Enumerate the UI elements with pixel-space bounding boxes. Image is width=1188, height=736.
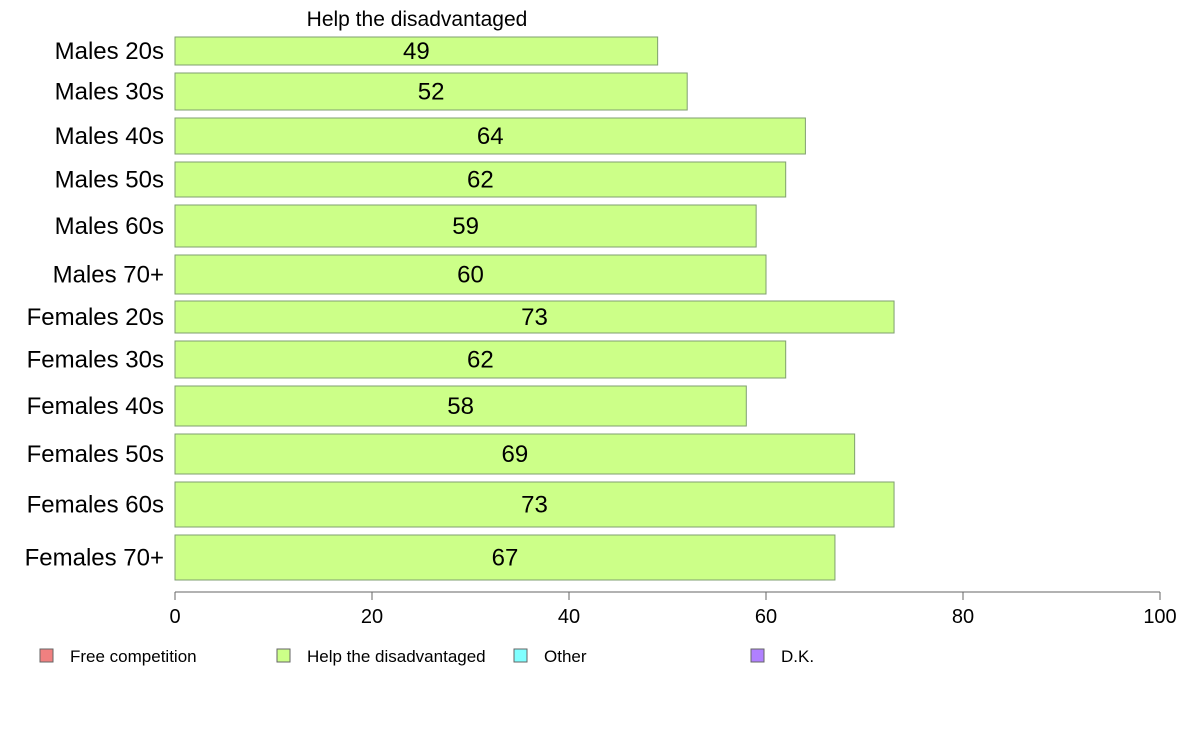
bar-females-40s bbox=[174, 385, 747, 427]
bar-females-20s bbox=[174, 300, 895, 334]
x-tick-label: 100 bbox=[1143, 606, 1176, 628]
x-tick-label: 80 bbox=[952, 606, 974, 628]
category-label: Males 40s bbox=[55, 123, 164, 150]
legend-swatch bbox=[276, 648, 291, 663]
category-label: Females 20s bbox=[27, 304, 164, 331]
category-label: Females 30s bbox=[27, 347, 164, 374]
bar-males-70- bbox=[174, 254, 767, 295]
category-label: Males 50s bbox=[55, 167, 164, 194]
bar-males-40s bbox=[174, 117, 806, 155]
value-label: 73 bbox=[521, 492, 548, 519]
legend: Free competition Help the disadvantaged Ot… bbox=[39, 647, 814, 666]
value-label: 64 bbox=[477, 123, 504, 150]
bar-females-30s bbox=[174, 340, 787, 379]
category-label: Females 40s bbox=[27, 393, 164, 420]
category-label: Females 60s bbox=[27, 492, 164, 519]
legend-label: Free competition bbox=[70, 647, 197, 666]
value-label: 67 bbox=[492, 545, 519, 572]
bar-males-50s bbox=[174, 161, 787, 198]
legend-swatch bbox=[39, 648, 54, 663]
value-label: 62 bbox=[467, 347, 494, 374]
x-tick-label: 60 bbox=[755, 606, 777, 628]
category-label: Males 60s bbox=[55, 213, 164, 240]
value-label: 59 bbox=[452, 213, 479, 240]
value-label: 49 bbox=[403, 38, 430, 65]
x-axis: 0 20 40 60 80 100 bbox=[169, 591, 1177, 628]
bars-group: Males 20s 49 Males 30s 52 Males 40s 64 Males 5… bbox=[25, 36, 895, 581]
category-label: Males 20s bbox=[55, 38, 164, 65]
category-label: Males 70+ bbox=[53, 262, 164, 289]
bar-males-20s bbox=[174, 36, 659, 66]
x-tick-label: 40 bbox=[558, 606, 580, 628]
bar-males-30s bbox=[174, 72, 688, 111]
bar-females-60s bbox=[174, 481, 895, 528]
value-label: 62 bbox=[467, 167, 494, 194]
x-tick-label: 20 bbox=[361, 606, 383, 628]
legend-swatch bbox=[513, 648, 528, 663]
legend-label: Other bbox=[544, 647, 587, 666]
value-label: 69 bbox=[501, 441, 528, 468]
bar-females-50s bbox=[174, 433, 856, 475]
value-label: 58 bbox=[447, 393, 474, 420]
value-label: 52 bbox=[418, 79, 445, 106]
category-label: Females 50s bbox=[27, 441, 164, 468]
bar-males-60s bbox=[174, 204, 757, 248]
chart-title: Help the disadvantaged bbox=[307, 8, 528, 31]
category-label: Males 30s bbox=[55, 79, 164, 106]
legend-swatch bbox=[750, 648, 765, 663]
bar-females-70- bbox=[174, 534, 836, 581]
category-label: Females 70+ bbox=[25, 545, 164, 572]
value-label: 73 bbox=[521, 304, 548, 331]
legend-label: D.K. bbox=[781, 647, 814, 666]
legend-label: Help the disadvantaged bbox=[307, 647, 486, 666]
value-label: 60 bbox=[457, 262, 484, 289]
x-tick-label: 0 bbox=[169, 606, 180, 628]
